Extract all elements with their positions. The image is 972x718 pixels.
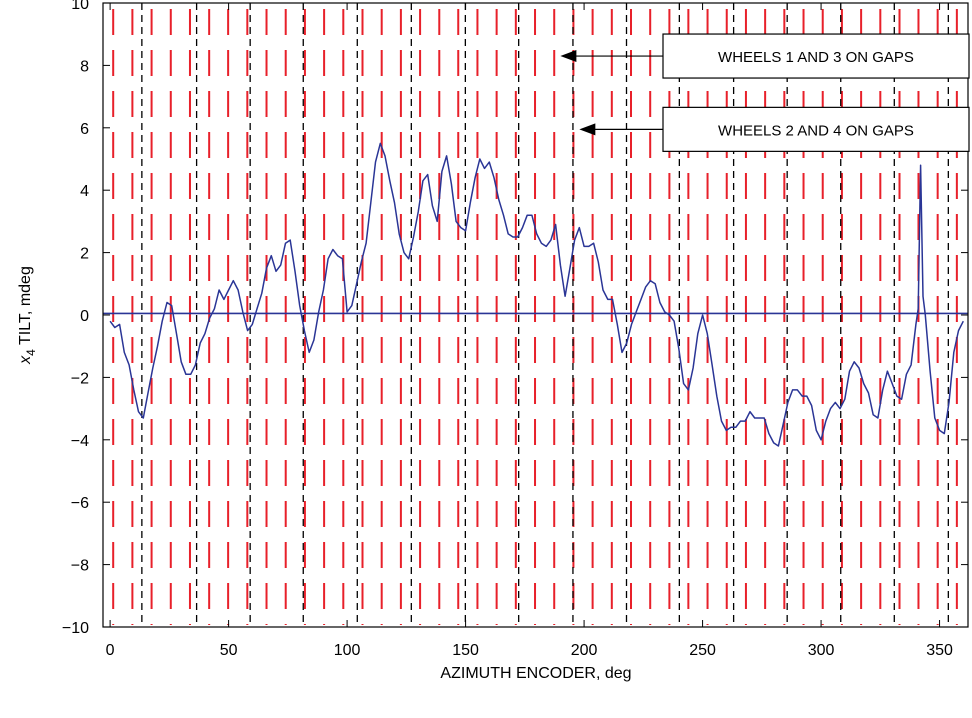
gap-lines-group: [112, 3, 958, 627]
y-tick-label: 2: [80, 246, 89, 263]
y-axis-title-rest: TILT, mdeg: [17, 266, 34, 349]
tick-labels-group: 0 50 100 150 200 250 300 350 10 8 6 4 2 0 −2 −4 −6 −8 −10: [62, 0, 953, 659]
callout-label: WHEELS 2 AND 4 ON GAPS: [718, 122, 914, 139]
y-tick-label: −2: [71, 370, 89, 387]
callout-box: [662, 33, 970, 79]
x-tick-label: 100: [334, 642, 361, 659]
plot-frame: [102, 2, 969, 628]
y-tick-label: −8: [71, 558, 89, 575]
y-tick-label: 8: [80, 58, 89, 75]
y-tick-label: 0: [80, 308, 89, 325]
callout-arrow-head: [579, 123, 596, 136]
y-tick-label: 6: [80, 121, 89, 138]
x-tick-label: 300: [808, 642, 835, 659]
callout-label: WHEELS 1 AND 3 ON GAPS: [718, 49, 914, 66]
x-tick-label: 200: [571, 642, 598, 659]
y-tick-label: −6: [71, 495, 89, 512]
callout-box: [662, 106, 970, 152]
y-axis-title-var: x: [17, 355, 34, 365]
callouts-group: WHEELS 1 AND 3 ON GAPS WHEELS 2 AND 4 ON …: [560, 33, 970, 152]
x-tick-label: 150: [452, 642, 479, 659]
x-tick-label: 250: [689, 642, 716, 659]
callout-arrow-head: [560, 50, 577, 63]
y-tick-label: 10: [71, 0, 89, 13]
series-layer: [103, 142, 968, 447]
x-tick-label: 350: [926, 642, 953, 659]
y-axis-title-sub: 4: [24, 349, 38, 356]
x-tick-label: 50: [220, 642, 238, 659]
y-tick-label: −4: [71, 433, 89, 450]
x-axis-title: AZIMUTH ENCODER, deg: [440, 665, 631, 682]
y-axis-title: x4 TILT, mdeg: [17, 266, 38, 365]
y-tick-label: −10: [62, 620, 89, 637]
y-tick-label: 4: [80, 183, 89, 200]
x-tick-label: 0: [106, 642, 115, 659]
tilt-series-line: [109, 142, 964, 447]
